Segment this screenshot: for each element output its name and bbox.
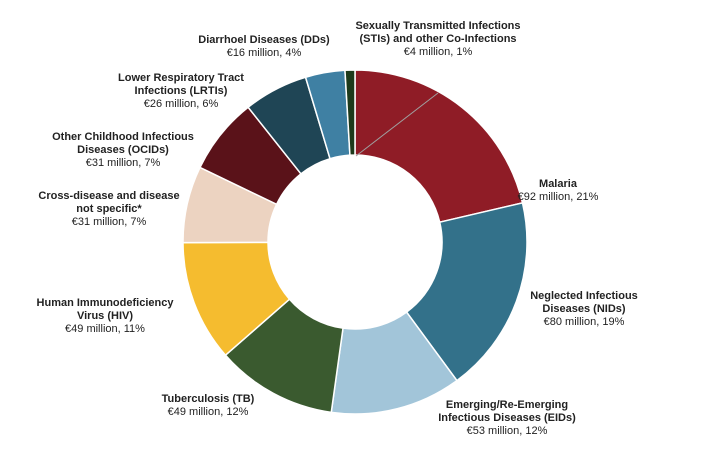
label-ocids: Other Childhood Infectious Diseases (OCI… — [52, 131, 194, 170]
label-name: Emerging/Re-Emerging Infectious Diseases… — [438, 399, 576, 424]
slice-nids — [405, 201, 528, 382]
label-name: Other Childhood Infectious Diseases (OCI… — [52, 131, 194, 156]
label-name: Malaria — [539, 178, 577, 190]
label-eids: Emerging/Re-Emerging Infectious Diseases… — [438, 399, 576, 438]
label-stis: Sexually Transmitted Infections (STIs) a… — [355, 20, 520, 59]
label-malaria: Malaria €92 million, 21% — [518, 178, 599, 204]
label-name: Human Immunodeficiency Virus (HIV) — [36, 297, 174, 322]
label-value: €4 million, 1% — [403, 46, 473, 58]
label-value: €16 million, 4% — [226, 47, 302, 59]
label-value: €92 million, 21% — [517, 191, 599, 203]
label-dds: Diarrhoel Diseases (DDs) €16 million, 4% — [198, 34, 329, 60]
label-value: €49 million, 11% — [65, 323, 145, 335]
label-value: €80 million, 19% — [543, 316, 625, 328]
label-hiv: Human Immunodeficiency Virus (HIV) €49 mi… — [37, 297, 174, 336]
label-name: Cross-disease and disease not specific* — [38, 190, 180, 215]
label-value: €49 million, 12% — [167, 406, 249, 418]
label-name: Sexually Transmitted Infections (STIs) a… — [355, 20, 521, 45]
label-name: Lower Respiratory Tract Infections (LRTI… — [118, 72, 244, 97]
label-value: €31 million, 7% — [85, 157, 161, 169]
sti-leader-line — [355, 92, 439, 157]
label-name: Neglected Infectious Diseases (NIDs) — [530, 290, 638, 315]
label-cross-disease: Cross-disease and disease not specific* €… — [38, 190, 179, 229]
label-value: €26 million, 6% — [143, 98, 219, 110]
label-name: Diarrhoel Diseases (DDs) — [198, 34, 330, 46]
slice-malaria — [354, 69, 524, 224]
label-nids: Neglected Infectious Diseases (NIDs) €80 … — [530, 290, 638, 329]
label-value: €31 million, 7% — [71, 216, 147, 228]
label-name: Tuberculosis (TB) — [161, 393, 255, 405]
slice-stis — [344, 69, 356, 156]
label-tb: Tuberculosis (TB) €49 million, 12% — [162, 393, 255, 419]
label-lrtis: Lower Respiratory Tract Infections (LRTI… — [118, 72, 244, 111]
label-value: €53 million, 12% — [466, 425, 548, 437]
